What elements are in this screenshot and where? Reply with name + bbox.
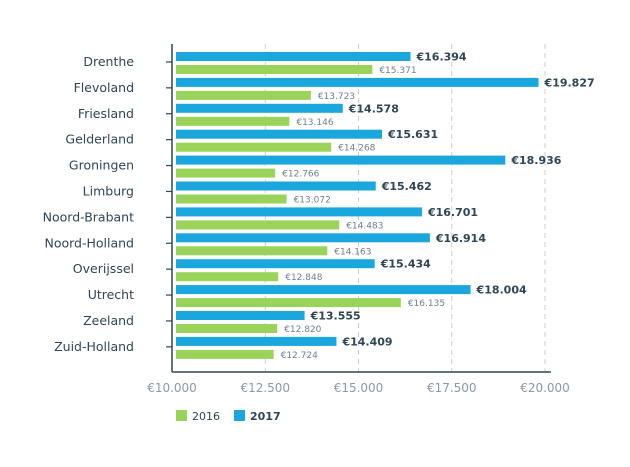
category-label: Limburg: [83, 183, 134, 198]
bar-2017: [176, 311, 305, 320]
category-label: Zuid-Holland: [54, 339, 134, 354]
category-label: Flevoland: [74, 80, 134, 95]
bar-2017: [176, 129, 383, 139]
category-label: Zeeland: [83, 313, 134, 328]
bar-2017: [176, 207, 422, 217]
x-tick-labels: €10.000 €12.500 €15.000 €17.500 €20.000: [147, 381, 570, 395]
category-label: Drenthe: [83, 54, 134, 69]
x-tick-label: €15.000: [334, 381, 384, 395]
bar-2016: [176, 324, 278, 333]
legend: 2016 2017: [176, 410, 281, 423]
data-label-2016: €14.268: [338, 144, 375, 154]
data-label-2017: €18.004: [476, 284, 527, 297]
bar-2016: [176, 349, 274, 359]
category-label: Overijssel: [73, 261, 134, 276]
category-label: Utrecht: [88, 287, 134, 302]
x-tick-label: €10.000: [147, 381, 197, 395]
legend-label: 2016: [192, 410, 220, 423]
legend-label: 2017: [250, 410, 281, 423]
bar-2017: [176, 77, 539, 87]
bar-2016: [176, 220, 340, 230]
bar-2017: [176, 233, 430, 243]
category-labels: Drenthe Flevoland Friesland Gelderland Groni…: [43, 54, 135, 354]
bar-2016: [176, 116, 290, 126]
bar-2017: [176, 52, 411, 61]
bar-2016: [176, 65, 373, 74]
bar-2016: [176, 142, 332, 152]
data-label-2017: €19.827: [544, 76, 595, 89]
bar-2017: [176, 181, 376, 191]
data-label-2016: €16.135: [408, 299, 445, 309]
bar-2017: [176, 259, 375, 269]
x-tick-label: €20.000: [520, 381, 570, 395]
data-label-2017: €16.914: [435, 232, 486, 245]
data-label-2017: €15.462: [381, 180, 432, 193]
x-tick-label: €12.500: [240, 381, 290, 395]
legend-swatch: [176, 410, 187, 421]
data-label-2016: €12.848: [285, 273, 322, 283]
data-label-2016: €13.072: [294, 196, 331, 206]
legend-swatch: [234, 410, 245, 421]
data-label-2016: €12.766: [282, 170, 319, 180]
category-label: Groningen: [69, 158, 134, 173]
data-label-2016: €12.724: [281, 351, 318, 361]
data-label-2016: €14.483: [346, 221, 383, 231]
data-label-2017: €13.555: [310, 310, 361, 323]
axes: [166, 44, 551, 373]
data-label-2016: €15.371: [379, 66, 416, 76]
category-label: Gelderland: [65, 132, 134, 147]
data-label-2017: €16.701: [427, 206, 478, 219]
bar-2017: [176, 285, 471, 295]
data-label-2017: €15.631: [387, 128, 438, 141]
bar-2016: [176, 168, 276, 178]
data-label-2017: €14.409: [341, 335, 392, 348]
data-label-2016: €13.146: [296, 118, 333, 128]
data-label-2017: €16.394: [415, 51, 466, 64]
data-label-2016: €12.820: [284, 325, 321, 335]
bar-2017: [176, 336, 337, 346]
bar-2017: [176, 103, 343, 113]
bar-2017: [176, 155, 506, 165]
data-label-2016: €14.163: [334, 247, 371, 257]
bar-2016: [176, 298, 401, 308]
data-label-2017: €15.434: [380, 258, 431, 271]
x-tick-label: €17.500: [427, 381, 477, 395]
data-label-2016: €13.723: [318, 92, 355, 102]
data-label-2017: €14.578: [348, 102, 399, 115]
data-label-2017: €18.936: [510, 154, 561, 167]
bar-2016: [176, 194, 287, 204]
category-label: Friesland: [78, 106, 134, 121]
bar-2016: [176, 272, 279, 282]
bars-group: [176, 52, 539, 359]
value-labels: €16.394 €15.371 €19.827 €13.723€14.578 €13.1…: [281, 51, 595, 361]
category-label: Noord-Holland: [44, 235, 134, 250]
bar-2016: [176, 90, 311, 100]
bar-2016: [176, 246, 328, 256]
category-label: Noord-Brabant: [43, 209, 134, 224]
